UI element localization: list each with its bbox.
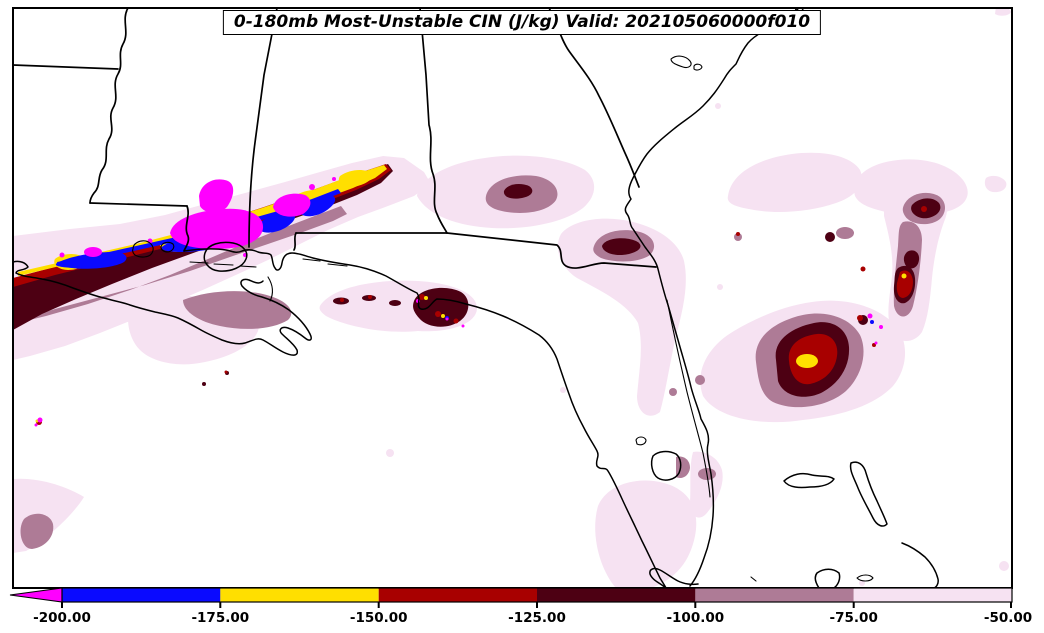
savannah-river-border bbox=[548, 8, 640, 188]
colorbar-tick-label: -200.00 bbox=[33, 610, 91, 626]
louisiana-coastline bbox=[13, 260, 312, 356]
colorbar-underflow-arrow bbox=[9, 587, 63, 603]
colorbar-tick-label: -125.00 bbox=[508, 610, 566, 626]
barrier-islands bbox=[189, 258, 348, 268]
louisiana-mississippi-border bbox=[89, 202, 188, 207]
colorbar-tick-label: -100.00 bbox=[666, 610, 724, 626]
eleuthera-island bbox=[901, 542, 939, 588]
colorbar-tick-label: -150.00 bbox=[350, 610, 408, 626]
small-lake-florida bbox=[635, 436, 647, 446]
gulf-coastline bbox=[183, 248, 667, 588]
lake-okeechobee bbox=[650, 450, 682, 481]
colorbar-tick-label: -175.00 bbox=[191, 610, 249, 626]
atlantic-coastline bbox=[624, 8, 800, 587]
chart-title: 0-180mb Most-Unstable CIN (J/kg) Valid: … bbox=[233, 12, 811, 32]
colorbar-segment-4 bbox=[537, 588, 696, 602]
cin-contour-fills bbox=[13, 8, 1011, 588]
lake-pontchartrain bbox=[203, 241, 248, 272]
colorbar-segment-3 bbox=[378, 588, 538, 602]
bimini-island bbox=[750, 576, 757, 582]
mississippi-alabama-border bbox=[248, 8, 278, 248]
lake-maurepas bbox=[132, 240, 154, 258]
mississippi-river-border bbox=[89, 8, 129, 204]
colorbar-segment-1 bbox=[62, 588, 221, 602]
andros-island bbox=[814, 568, 841, 588]
colorbar-segment-2 bbox=[220, 588, 379, 602]
new-providence-island bbox=[856, 574, 874, 582]
cin-fill-below-minus200 bbox=[34, 177, 883, 427]
abaco-island bbox=[849, 461, 888, 527]
chart-title-box: 0-180mb Most-Unstable CIN (J/kg) Valid: … bbox=[222, 10, 822, 35]
small-lake-louisiana bbox=[160, 241, 175, 253]
perdido-river-border bbox=[293, 232, 297, 251]
grand-bahama-island bbox=[783, 472, 835, 489]
colorbar-tick-label: -50.00 bbox=[984, 610, 1032, 626]
colorbar-segment-6 bbox=[853, 588, 1012, 602]
cape-sable-coastline bbox=[649, 567, 699, 588]
georgia-florida-border bbox=[446, 232, 657, 269]
arkansas-louisiana-border bbox=[13, 64, 119, 70]
pearl-river-border bbox=[183, 205, 190, 252]
chandeleur-islands bbox=[267, 276, 273, 302]
colorbar-segment-5 bbox=[695, 588, 854, 602]
geography-lines bbox=[13, 8, 939, 588]
lake-marion-sc bbox=[670, 55, 703, 71]
alabama-georgia-border bbox=[419, 8, 448, 234]
colorbar-tick-marks bbox=[61, 602, 1012, 608]
intracoastal-lagoon bbox=[666, 299, 711, 498]
colorbar-tick-label: -75.00 bbox=[830, 610, 878, 626]
colorbar: -200.00 -175.00 -150.00 -125.00 -100.00 … bbox=[9, 587, 1032, 626]
